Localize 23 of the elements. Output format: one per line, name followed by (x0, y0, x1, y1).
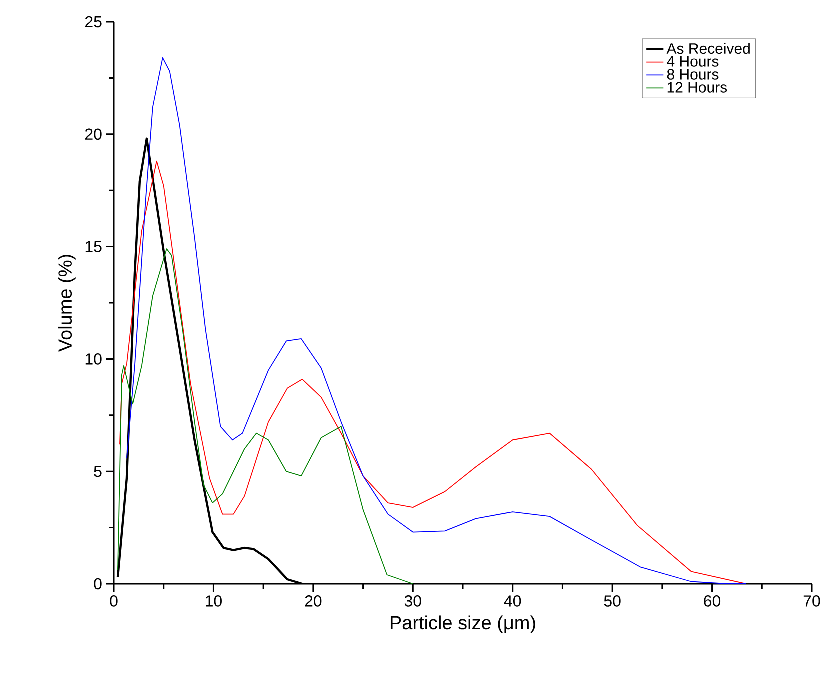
y-tick-label: 15 (86, 241, 102, 252)
x-tick-label: 50 (604, 596, 621, 607)
y-axis-title: Volume (%) (58, 255, 76, 352)
legend-label: 12 Hours (668, 82, 728, 93)
legend-label: 8 Hours (667, 69, 719, 80)
line-series (120, 160, 747, 584)
y-tick-label: 5 (94, 466, 102, 478)
x-tick-label: 10 (206, 596, 222, 607)
x-axis-title: Particle size (μm) (390, 616, 536, 634)
y-tick-label: 0 (94, 578, 102, 590)
y-tick-label: 20 (85, 128, 102, 140)
x-tick-label: 70 (804, 596, 820, 607)
y-tick-label: 10 (86, 354, 102, 365)
x-tick-label: 20 (305, 596, 322, 607)
x-tick-label: 40 (504, 596, 522, 607)
line-series (126, 58, 747, 584)
y-tick-label: 25 (85, 16, 102, 28)
x-tick-label: 30 (404, 596, 422, 607)
legend-label: As Received (666, 43, 750, 54)
line-series (118, 248, 414, 584)
legend-label: 4 Hours (667, 56, 719, 67)
x-tick-label: 60 (704, 596, 721, 607)
x-tick-label: 0 (110, 596, 118, 607)
